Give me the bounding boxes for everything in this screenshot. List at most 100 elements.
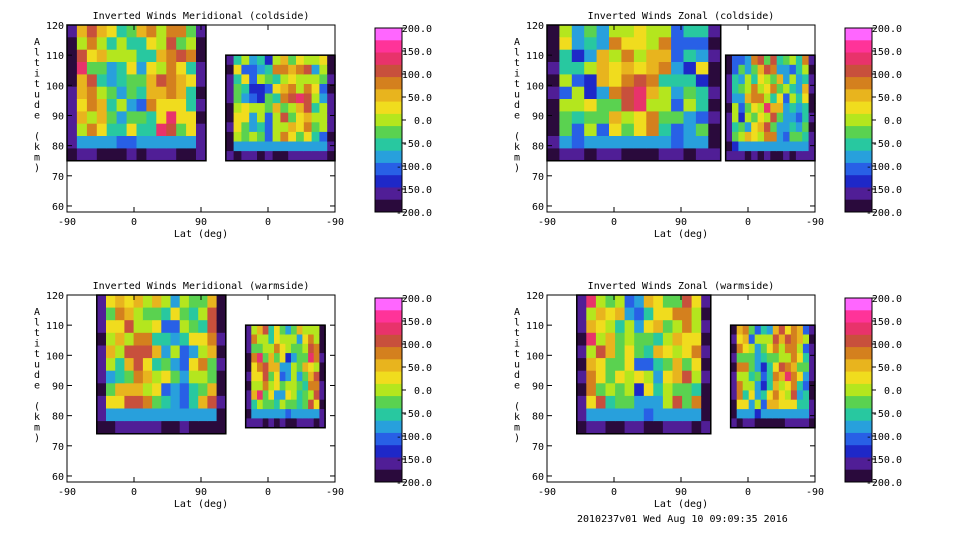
contour-cell xyxy=(547,37,560,51)
contour-cell xyxy=(682,395,693,410)
contour-cell xyxy=(784,409,792,419)
contour-cell xyxy=(319,362,326,373)
colorbar-swatch xyxy=(375,445,402,458)
contour-cell xyxy=(152,295,162,309)
contour-cell xyxy=(308,371,315,382)
contour-cell xyxy=(751,74,759,85)
contour-cell xyxy=(264,55,274,66)
contour-cell xyxy=(809,343,816,354)
contour-cell xyxy=(571,111,585,125)
contour-cell xyxy=(621,111,635,125)
contour-cell xyxy=(586,383,597,397)
colorbar-label: 150.0 xyxy=(402,317,432,328)
contour-cell xyxy=(634,370,645,384)
contour-cell xyxy=(738,55,746,66)
contour-cell xyxy=(257,325,264,336)
contour-cell xyxy=(245,418,252,429)
contour-cell xyxy=(662,408,674,422)
contour-cell xyxy=(559,148,573,162)
contour-cell xyxy=(736,409,744,419)
panel-title: Inverted Winds Zonal (coldside) xyxy=(588,11,775,22)
contour-cell xyxy=(809,334,816,345)
contour-cell xyxy=(296,353,303,363)
contour-cell xyxy=(76,25,88,38)
contour-cell xyxy=(742,390,750,401)
colorbar-swatch xyxy=(845,457,872,471)
colorbar-swatch xyxy=(375,77,402,90)
contour-cell xyxy=(170,332,181,346)
contour-cell xyxy=(179,408,190,422)
contour-cell xyxy=(264,151,274,162)
contour-cell xyxy=(682,370,693,384)
contour-cell xyxy=(303,112,313,123)
contour-cell xyxy=(633,25,647,38)
contour-cell xyxy=(766,371,774,382)
contour-cell xyxy=(736,343,744,354)
contour-cell xyxy=(802,131,810,143)
colorbar-swatch xyxy=(375,420,402,434)
contour-cell xyxy=(584,86,598,100)
contour-cell xyxy=(296,334,303,345)
contour-cell xyxy=(695,49,709,63)
contour-cell xyxy=(658,136,672,149)
contour-cell xyxy=(146,123,157,137)
contour-cell xyxy=(207,320,218,334)
contour-cell xyxy=(770,74,778,85)
contour-cell xyxy=(179,320,190,334)
contour-cell xyxy=(136,62,147,75)
contour-cell xyxy=(156,25,167,38)
contour-cell xyxy=(596,86,610,100)
contour-cell xyxy=(152,408,162,422)
contour-cell xyxy=(643,421,654,435)
contour-cell xyxy=(708,148,722,162)
contour-cell xyxy=(319,390,326,401)
contour-cell xyxy=(126,111,138,125)
contour-cell xyxy=(559,74,573,88)
y-tick-label: 100 xyxy=(526,351,544,362)
contour-cell xyxy=(136,99,147,112)
contour-cell xyxy=(596,49,610,63)
contour-cell xyxy=(288,93,297,104)
contour-cell xyxy=(126,62,138,75)
contour-cell xyxy=(624,421,635,435)
contour-cell xyxy=(302,390,309,401)
contour-cell xyxy=(778,418,786,429)
contour-cell xyxy=(264,141,274,152)
contour-cell xyxy=(672,295,683,309)
contour-cell xyxy=(725,74,733,85)
contour-cell xyxy=(790,362,798,373)
contour-cell xyxy=(274,381,281,391)
contour-cell xyxy=(615,332,626,346)
contour-cell xyxy=(738,103,746,114)
panel-2: Inverted Winds Zonal (coldside) 60 70 80 90 1… xyxy=(514,11,902,240)
contour-cell xyxy=(280,103,289,114)
contour-cell xyxy=(624,295,635,309)
contour-cell xyxy=(319,93,328,104)
contour-cell xyxy=(313,353,320,363)
contour-cell xyxy=(279,325,286,336)
colorbar-swatch xyxy=(375,408,402,422)
contour-cell xyxy=(784,343,792,354)
contour-cell xyxy=(586,421,597,435)
contour-cell xyxy=(188,370,199,384)
contour-cell xyxy=(757,55,765,66)
contour-cell xyxy=(196,123,207,137)
contour-cell xyxy=(176,37,187,51)
contour-cell xyxy=(796,399,804,410)
contour-cell xyxy=(188,320,199,334)
contour-cell xyxy=(319,418,326,429)
contour-cell xyxy=(615,345,626,359)
contour-cell xyxy=(274,362,281,373)
contour-cell xyxy=(605,345,616,359)
colorbar-swatch xyxy=(375,126,402,139)
contour-cell xyxy=(116,74,128,88)
contour-cell xyxy=(225,131,235,143)
colorbar-label: 150.0 xyxy=(872,317,902,328)
contour-cell xyxy=(576,345,587,359)
contour-cell xyxy=(216,383,227,397)
contour-cell xyxy=(279,371,286,382)
contour-cell xyxy=(152,370,162,384)
contour-cell xyxy=(757,112,765,123)
contour-cell xyxy=(653,421,664,435)
